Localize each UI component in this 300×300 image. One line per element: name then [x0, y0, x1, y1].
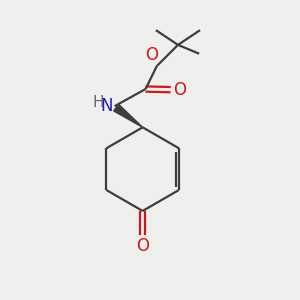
Text: O: O — [174, 81, 187, 99]
Text: O: O — [136, 237, 149, 255]
Polygon shape — [114, 104, 142, 127]
Text: N: N — [100, 97, 112, 115]
Text: H: H — [93, 95, 104, 110]
Text: O: O — [145, 46, 158, 64]
